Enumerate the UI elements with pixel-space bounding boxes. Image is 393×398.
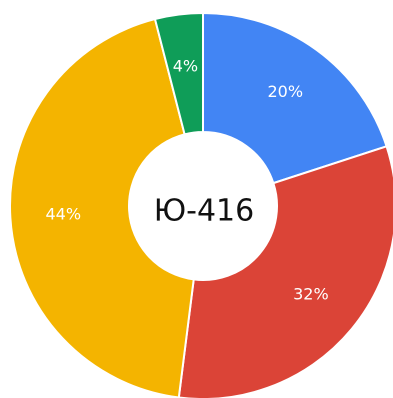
slices-layer bbox=[9, 11, 393, 398]
donut-hole bbox=[129, 132, 277, 280]
slice-label-1: 32% bbox=[293, 285, 329, 304]
slice-label-0: 20% bbox=[268, 82, 304, 101]
slice-labels-layer: 20% 32% 44% 4% bbox=[45, 57, 328, 304]
slice-label-3: 4% bbox=[173, 57, 198, 76]
center-label: Ю-416 bbox=[154, 194, 254, 229]
slice-label-2: 44% bbox=[45, 204, 81, 223]
